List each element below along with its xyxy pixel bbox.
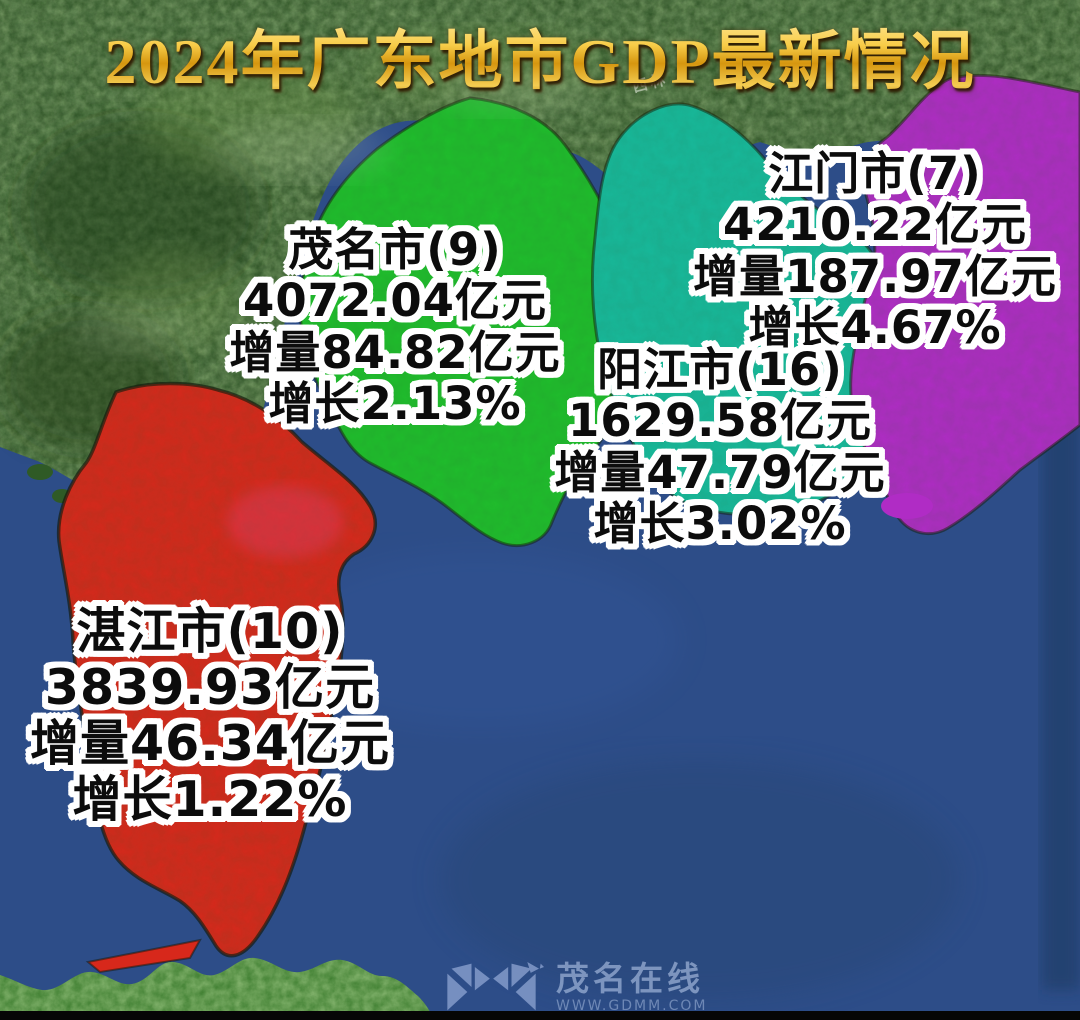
city-growth: 增长3.02% [593, 496, 847, 550]
island-texture [0, 957, 430, 1012]
maoming-label-block: 茂名市(9) 4072.04亿元 增量84.82亿元 增长2.13% [170, 224, 620, 429]
hainan-island [0, 957, 430, 1012]
city-gdp: 4210.22亿元 [723, 198, 1027, 252]
region-yangjiang [590, 102, 902, 517]
city-gdp: 3839.93亿元 [44, 658, 376, 716]
watermark-url: WWW.GDMM.COM [556, 998, 708, 1014]
city-increase: 增量84.82亿元 [229, 325, 561, 379]
region-maoming [299, 96, 639, 547]
city-increase: 增量47.79亿元 [554, 445, 886, 499]
city-name: 湛江市(10) [76, 603, 344, 660]
city-name: 江门市(7) [768, 147, 982, 200]
city-growth: 增长1.22% [72, 770, 348, 828]
city-name: 茂名市(9) [288, 223, 502, 276]
city-gdp: 4072.04亿元 [243, 274, 547, 328]
watermark-site-name: 茂名在线 [556, 959, 704, 998]
zhanjiang-south-tip [85, 938, 202, 974]
region-zhanjiang [56, 381, 377, 974]
ocean-dark-patch [440, 760, 960, 1000]
city-growth: 增长4.67% [748, 300, 1002, 354]
jiangmen-islet [881, 493, 933, 519]
ocean-light-patch [280, 550, 680, 730]
city-growth: 增长2.13% [268, 376, 522, 430]
jiangmen-label-block: 江门市(7) 4210.22亿元 增量187.97亿元 增长4.67% [655, 148, 1080, 353]
region-jiangmen [849, 73, 1080, 536]
city-increase: 增量46.34亿元 [30, 714, 390, 772]
city-name: 阳江市(16) [597, 343, 843, 396]
site-watermark: 茂名在线 WWW.GDMM.COM [444, 962, 707, 1013]
cloud-haze [70, 66, 600, 356]
cloud [210, 120, 390, 180]
watermark-text: 茂名在线 WWW.GDMM.COM [556, 962, 707, 1013]
page-title: 2024年广东地市GDP最新情况 [0, 10, 1080, 102]
cloud [440, 66, 600, 114]
maoming-texture [300, 98, 638, 546]
city-gdp: 1629.58亿元 [568, 394, 872, 448]
yangjiang-texture [592, 103, 901, 515]
bottom-letterbox-bar [0, 1011, 1080, 1020]
jiangmen-texture [850, 75, 1080, 534]
zhanjiang-pink-patch [227, 486, 343, 558]
coastal-island [27, 464, 53, 480]
cloud [70, 304, 190, 356]
city-increase: 增量187.97亿元 [693, 249, 1057, 303]
yangjiang-label-block: 阳江市(16) 1629.58亿元 增量47.79亿元 增长3.02% [510, 344, 930, 549]
gdmm-logo-icon [447, 962, 544, 1011]
zhanjiang-label-block: 湛江市(10) 3839.93亿元 增量46.34亿元 增长1.22% [0, 604, 425, 827]
